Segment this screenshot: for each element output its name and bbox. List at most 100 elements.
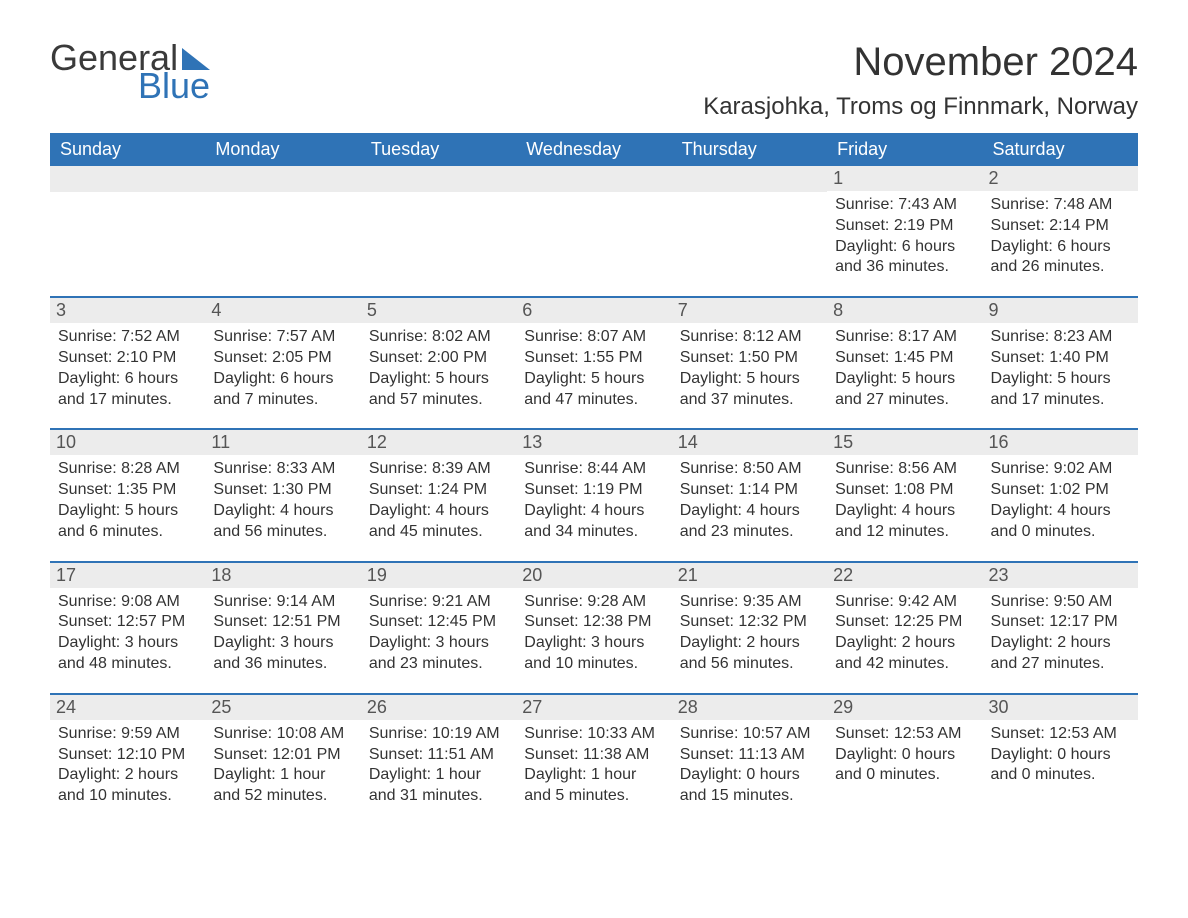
day-cell: 8Sunrise: 8:17 AMSunset: 1:45 PMDaylight… [827, 297, 982, 429]
day-cell: 24Sunrise: 9:59 AMSunset: 12:10 PMDaylig… [50, 694, 205, 825]
day-number: 27 [516, 695, 671, 720]
day-number: 14 [672, 430, 827, 455]
detail-line: Daylight: 6 hours and 36 minutes. [835, 237, 974, 279]
detail-line: Daylight: 4 hours and 0 minutes. [991, 501, 1130, 543]
day-details: Sunrise: 8:33 AMSunset: 1:30 PMDaylight:… [213, 459, 352, 542]
day-cell: 6 Sunrise: 8:07 AMSunset: 1:55 PMDaylight… [516, 297, 671, 429]
detail-line: Sunset: 12:32 PM [680, 612, 819, 633]
detail-line: Sunset: 11:13 AM [680, 745, 819, 766]
detail-line: Daylight: 5 hours and 47 minutes. [524, 369, 663, 411]
detail-line: Sunrise: 9:35 AM [680, 592, 819, 613]
dow-friday: Friday [827, 133, 982, 166]
day-cell: 26Sunrise: 10:19 AMSunset: 11:51 AMDayli… [361, 694, 516, 825]
day-number [50, 166, 205, 192]
detail-line: Sunrise: 10:57 AM [680, 724, 819, 745]
detail-line: Sunrise: 8:07 AM [524, 327, 663, 348]
detail-line: Sunrise: 9:21 AM [369, 592, 508, 613]
detail-line: Sunset: 12:10 PM [58, 745, 197, 766]
detail-line: Daylight: 4 hours and 34 minutes. [524, 501, 663, 543]
detail-line: Daylight: 4 hours and 23 minutes. [680, 501, 819, 543]
detail-line: Sunset: 2:14 PM [991, 216, 1130, 237]
detail-line: Sunset: 2:19 PM [835, 216, 974, 237]
detail-line: Sunset: 12:01 PM [213, 745, 352, 766]
day-details: Sunrise: 8:12 AMSunset: 1:50 PMDaylight:… [680, 327, 819, 410]
detail-line: Sunrise: 8:56 AM [835, 459, 974, 480]
day-cell: 28 Sunrise: 10:57 AMSunset: 11:13 AMDayli… [672, 694, 827, 825]
day-number: 12 [361, 430, 516, 455]
detail-line: Sunset: 2:10 PM [58, 348, 197, 369]
detail-line: Daylight: 2 hours and 42 minutes. [835, 633, 974, 675]
detail-line: Sunset: 1:19 PM [524, 480, 663, 501]
day-cell: 15Sunrise: 8:56 AMSunset: 1:08 PMDayligh… [827, 429, 982, 561]
day-cell: 13Sunrise: 8:44 AMSunset: 1:19 PMDayligh… [516, 429, 671, 561]
calendar-table: Sunday Monday Tuesday Wednesday Thursday… [50, 133, 1138, 825]
day-cell: 5Sunrise: 8:02 AMSunset: 2:00 PMDaylight… [361, 297, 516, 429]
detail-line: Daylight: 5 hours and 37 minutes. [680, 369, 819, 411]
day-number: 29 [827, 695, 982, 720]
day-number: 25 [205, 695, 360, 720]
detail-line: Daylight: 0 hours and 15 minutes. [680, 765, 819, 807]
detail-line: Daylight: 2 hours and 10 minutes. [58, 765, 197, 807]
logo-word-blue: Blue [50, 68, 210, 104]
detail-line: Daylight: 6 hours and 26 minutes. [991, 237, 1130, 279]
day-cell: 9Sunrise: 8:23 AMSunset: 1:40 PMDaylight… [983, 297, 1138, 429]
day-details: Sunrise: 8:56 AMSunset: 1:08 PMDaylight:… [835, 459, 974, 542]
day-cell [50, 166, 205, 297]
day-number: 6 [516, 298, 671, 323]
detail-line: Sunset: 1:45 PM [835, 348, 974, 369]
detail-line: Sunset: 1:55 PM [524, 348, 663, 369]
detail-line: Sunrise: 9:50 AM [991, 592, 1130, 613]
detail-line: Daylight: 3 hours and 36 minutes. [213, 633, 352, 675]
day-details: Sunrise: 8:44 AMSunset: 1:19 PMDaylight:… [524, 459, 663, 542]
detail-line: Sunrise: 9:14 AM [213, 592, 352, 613]
day-cell: 25 Sunrise: 10:08 AMSunset: 12:01 PMDayli… [205, 694, 360, 825]
detail-line: Sunrise: 8:33 AM [213, 459, 352, 480]
page-title: November 2024 [703, 40, 1138, 85]
detail-line: Sunrise: 9:02 AM [991, 459, 1130, 480]
day-cell: 27Sunrise: 10:33 AMSunset: 11:38 AMDayli… [516, 694, 671, 825]
day-number [672, 166, 827, 192]
day-details: Sunrise: 8:02 AMSunset: 2:00 PMDaylight:… [369, 327, 508, 410]
day-cell: 2Sunrise: 7:48 AMSunset: 2:14 PMDaylight… [983, 166, 1138, 297]
day-cell: 14 Sunrise: 8:50 AMSunset: 1:14 PMDayligh… [672, 429, 827, 561]
detail-line: Sunset: 1:08 PM [835, 480, 974, 501]
detail-line: Daylight: 5 hours and 6 minutes. [58, 501, 197, 543]
dow-saturday: Saturday [983, 133, 1138, 166]
day-number: 28 [672, 695, 827, 720]
detail-line: Daylight: 2 hours and 27 minutes. [991, 633, 1130, 675]
day-details: Sunrise: 9:21 AMSunset: 12:45 PMDaylight… [369, 592, 508, 675]
detail-line: Daylight: 0 hours and 0 minutes. [835, 745, 974, 787]
detail-line: Sunset: 12:57 PM [58, 612, 197, 633]
day-cell: 11Sunrise: 8:33 AMSunset: 1:30 PMDayligh… [205, 429, 360, 561]
day-cell: 16Sunrise: 9:02 AMSunset: 1:02 PMDayligh… [983, 429, 1138, 561]
detail-line: Daylight: 4 hours and 45 minutes. [369, 501, 508, 543]
detail-line: Sunrise: 10:33 AM [524, 724, 663, 745]
detail-line: Sunrise: 8:39 AM [369, 459, 508, 480]
day-details: Sunrise: 8:17 AMSunset: 1:45 PMDaylight:… [835, 327, 974, 410]
day-number: 4 [205, 298, 360, 323]
detail-line: Sunrise: 8:44 AM [524, 459, 663, 480]
day-details: Sunrise: 9:42 AMSunset: 12:25 PMDaylight… [835, 592, 974, 675]
logo: General Blue [50, 40, 210, 104]
day-details: Sunrise: 8:39 AMSunset: 1:24 PMDaylight:… [369, 459, 508, 542]
day-details: Sunrise: 7:48 AMSunset: 2:14 PMDaylight:… [991, 195, 1130, 278]
detail-line: Daylight: 0 hours and 0 minutes. [991, 745, 1130, 787]
detail-line: Daylight: 2 hours and 56 minutes. [680, 633, 819, 675]
day-cell [205, 166, 360, 297]
detail-line: Daylight: 1 hour and 52 minutes. [213, 765, 352, 807]
detail-line: Sunset: 12:25 PM [835, 612, 974, 633]
day-details: Sunset: 12:53 AMDaylight: 0 hours and 0 … [835, 724, 974, 786]
detail-line: Sunrise: 9:28 AM [524, 592, 663, 613]
detail-line: Daylight: 4 hours and 56 minutes. [213, 501, 352, 543]
day-number: 30 [983, 695, 1138, 720]
day-details: Sunrise: 9:35 AMSunset: 12:32 PMDaylight… [680, 592, 819, 675]
day-cell: 3Sunrise: 7:52 AMSunset: 2:10 PMDaylight… [50, 297, 205, 429]
detail-line: Sunrise: 7:43 AM [835, 195, 974, 216]
detail-line: Sunset: 12:53 AM [835, 724, 974, 745]
detail-line: Daylight: 6 hours and 7 minutes. [213, 369, 352, 411]
day-details: Sunrise: 10:08 AMSunset: 12:01 PMDayligh… [213, 724, 352, 807]
detail-line: Sunrise: 8:50 AM [680, 459, 819, 480]
detail-line: Daylight: 3 hours and 48 minutes. [58, 633, 197, 675]
week-row: 3Sunrise: 7:52 AMSunset: 2:10 PMDaylight… [50, 297, 1138, 429]
day-details: Sunrise: 8:50 AMSunset: 1:14 PMDaylight:… [680, 459, 819, 542]
